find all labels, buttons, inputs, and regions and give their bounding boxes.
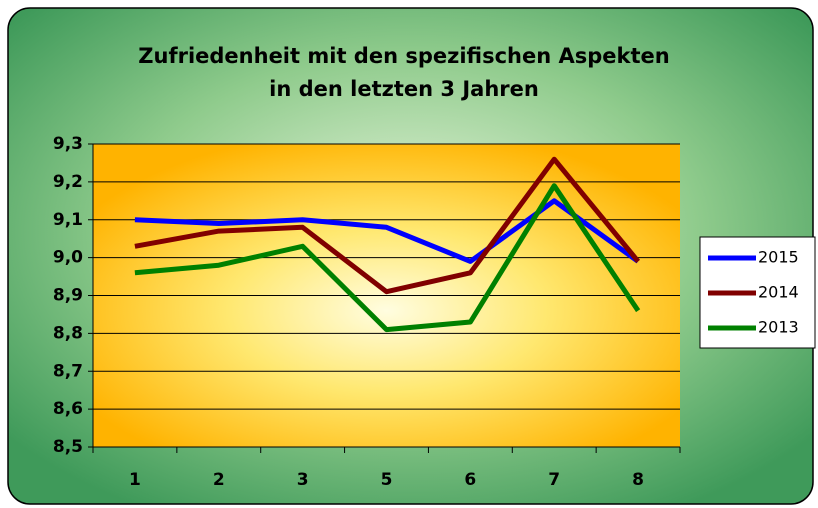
y-tick-label: 9,2 bbox=[53, 172, 83, 192]
y-tick-label: 8,5 bbox=[53, 437, 83, 457]
x-tick-label: 1 bbox=[129, 470, 141, 490]
y-tick-label: 9,0 bbox=[53, 248, 83, 268]
chart-subtitle: in den letzten 3 Jahren bbox=[269, 77, 539, 101]
x-tick-label: 7 bbox=[548, 470, 560, 490]
legend-label: 2015 bbox=[758, 248, 799, 267]
chart-title: Zufriedenheit mit den spezifischen Aspek… bbox=[138, 44, 669, 68]
y-tick-label: 8,9 bbox=[53, 286, 83, 306]
y-tick-label: 9,1 bbox=[53, 210, 83, 230]
x-tick-label: 8 bbox=[632, 470, 644, 490]
x-tick-label: 3 bbox=[297, 470, 309, 490]
series-line bbox=[134, 198, 640, 264]
y-tick-label: 8,7 bbox=[53, 361, 83, 381]
legend-label: 2013 bbox=[758, 318, 799, 337]
series-line bbox=[134, 156, 641, 295]
series-line bbox=[134, 183, 641, 333]
legend-label: 2014 bbox=[758, 283, 799, 302]
y-tick-label: 8,6 bbox=[53, 399, 83, 419]
x-tick-label: 2 bbox=[213, 470, 225, 490]
x-tick-label: 6 bbox=[464, 470, 476, 490]
y-tick-label: 9,3 bbox=[53, 134, 83, 154]
x-tick-label: 5 bbox=[381, 470, 393, 490]
y-tick-label: 8,8 bbox=[53, 323, 83, 343]
